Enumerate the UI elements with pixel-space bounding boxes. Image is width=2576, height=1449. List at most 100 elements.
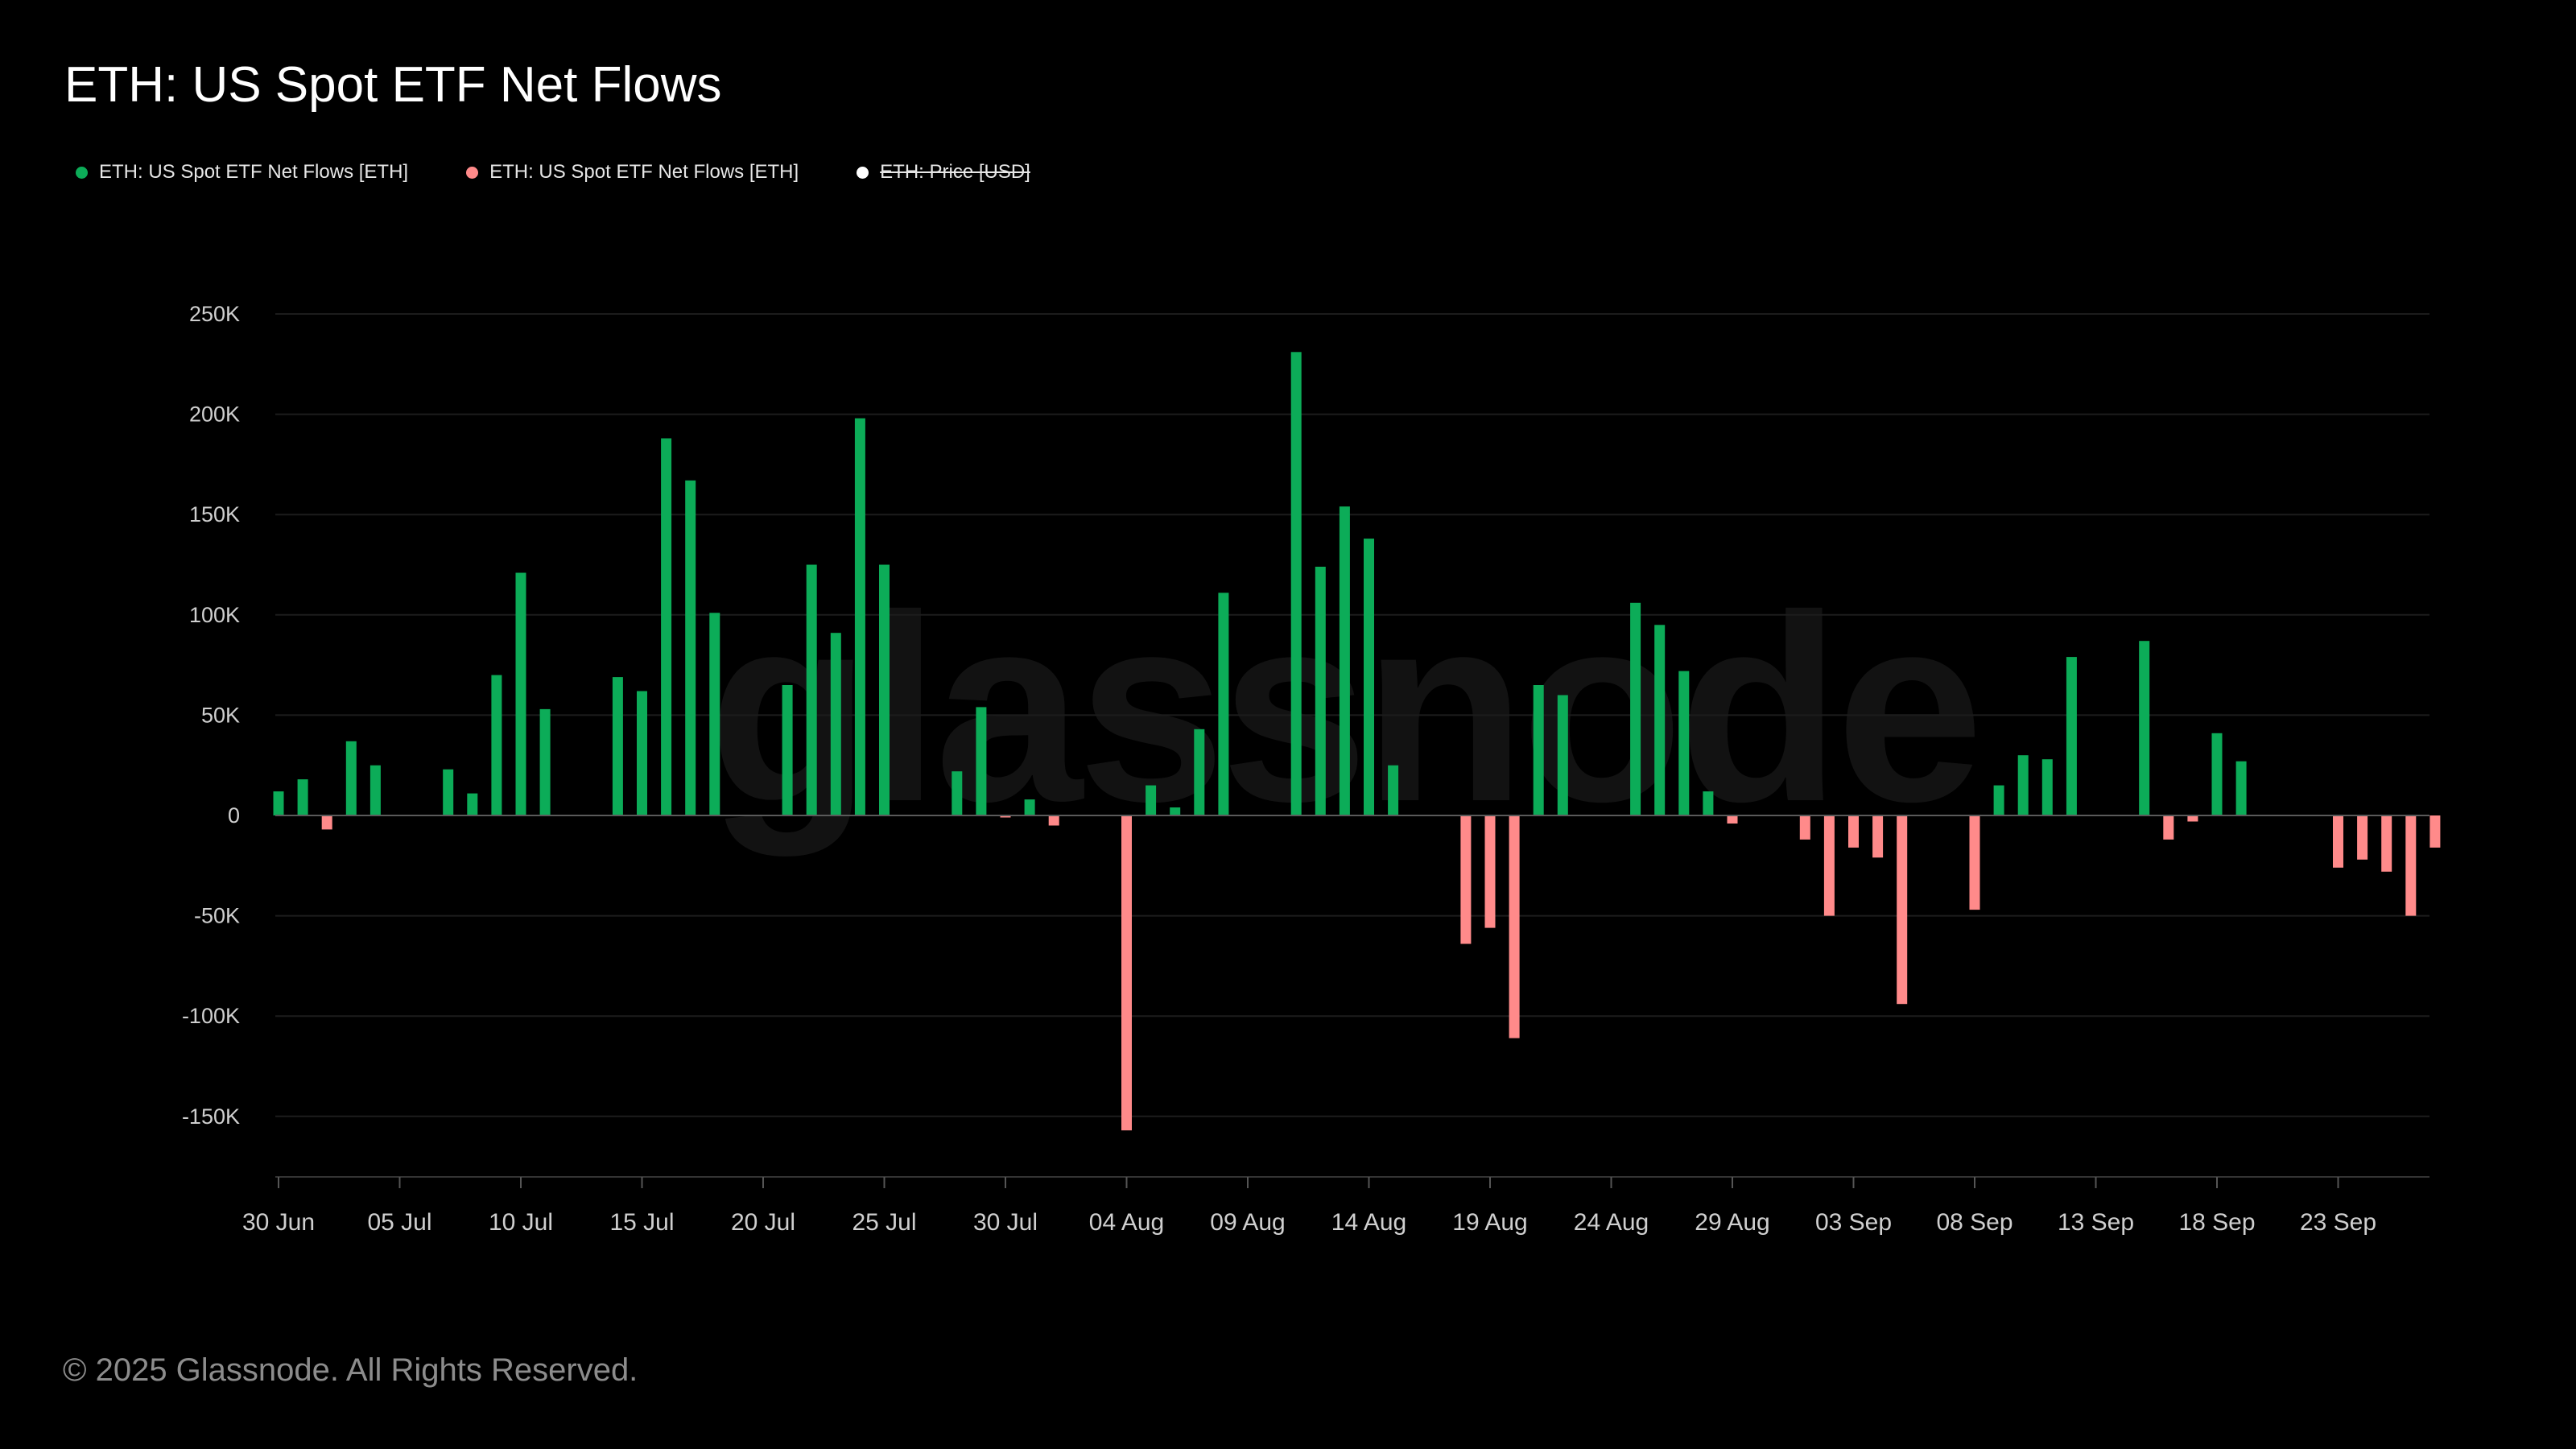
- x-tick-label: 10 Jul: [489, 1209, 553, 1236]
- inflow-bar: [2139, 641, 2150, 815]
- inflow-bar: [515, 572, 526, 815]
- outflow-bar: [1121, 815, 1132, 1131]
- legend-dot-green-icon: [76, 166, 88, 179]
- inflow-bar: [2041, 759, 2053, 815]
- inflow-bar: [1315, 567, 1326, 815]
- inflow-bar: [297, 779, 308, 815]
- outflow-bar: [1897, 815, 1908, 1005]
- inflow-bar: [782, 685, 793, 815]
- outflow-bar: [1872, 815, 1884, 858]
- inflow-bar: [345, 741, 357, 815]
- x-tick-label: 30 Jun: [242, 1209, 315, 1236]
- inflow-bar: [1339, 506, 1350, 815]
- outflow-bar: [2429, 815, 2441, 848]
- outflow-bar: [1484, 815, 1496, 928]
- inflow-bar: [1218, 592, 1229, 815]
- inflow-bar: [273, 791, 284, 815]
- x-tick-label: 23 Sep: [2300, 1209, 2376, 1236]
- inflow-bar: [1024, 799, 1035, 815]
- x-tick-label: 13 Sep: [2058, 1209, 2134, 1236]
- inflow-bar: [1364, 539, 1374, 815]
- inflow-bar: [1557, 695, 1568, 815]
- x-tick-label: 14 Aug: [1331, 1209, 1406, 1236]
- legend-item-outflows[interactable]: ETH: US Spot ETF Net Flows [ETH]: [466, 161, 799, 184]
- inflow-bar: [2211, 733, 2223, 815]
- inflow-bar: [2235, 761, 2247, 815]
- inflow-bar: [1533, 685, 1544, 815]
- inflow-bar: [854, 418, 865, 815]
- grid-lines: [275, 313, 2429, 1117]
- inflow-bar: [1703, 791, 1714, 815]
- y-tick-label: -50K: [194, 904, 240, 928]
- inflow-bar: [443, 769, 454, 815]
- inflow-bar: [637, 691, 647, 815]
- outflow-bar: [2357, 815, 2368, 860]
- inflow-bar: [539, 708, 551, 815]
- legend-label: ETH: US Spot ETF Net Flows [ETH]: [489, 161, 799, 183]
- copyright-footer: © 2025 Glassnode. All Rights Reserved.: [63, 1352, 638, 1388]
- outflow-bar: [2187, 815, 2198, 822]
- inflow-bar: [685, 480, 696, 815]
- y-tick-label: 0: [228, 803, 240, 828]
- y-tick-label: 50K: [201, 703, 240, 727]
- outflow-bar: [1727, 815, 1738, 824]
- inflow-bar: [1630, 602, 1641, 815]
- chart-title: ETH: US Spot ETF Net Flows: [64, 57, 722, 113]
- legend-item-inflows[interactable]: ETH: US Spot ETF Net Flows [ETH]: [76, 161, 408, 184]
- inflow-bar: [1388, 765, 1399, 815]
- x-tick-label: 18 Sep: [2178, 1209, 2255, 1236]
- y-tick-label: 250K: [189, 302, 240, 326]
- legend-label: ETH: Price [USD]: [880, 161, 1030, 183]
- x-tick-label: 05 Jul: [367, 1209, 431, 1236]
- y-tick-label: 100K: [189, 603, 240, 627]
- x-tick-label: 30 Jul: [973, 1209, 1038, 1236]
- y-tick-label: 150K: [189, 502, 240, 526]
- outflow-bar: [2333, 815, 2343, 868]
- outflow-bar: [1969, 815, 1980, 910]
- y-axis: 250K 200K 150K 100K 50K 0 -50K -100K -150K: [182, 302, 240, 1129]
- outflow-bar: [1848, 815, 1859, 848]
- y-tick-label: -150K: [182, 1104, 240, 1129]
- inflow-bar: [1170, 807, 1181, 815]
- x-tick-label: 25 Jul: [852, 1209, 916, 1236]
- legend-dot-white-icon: [857, 166, 869, 179]
- legend-dot-red-icon: [466, 166, 479, 179]
- inflow-bar: [2066, 657, 2077, 815]
- inflow-bar: [1654, 625, 1666, 815]
- y-tick-label: 200K: [189, 402, 240, 427]
- chart-legend: ETH: US Spot ETF Net Flows [ETH] ETH: US…: [76, 161, 1088, 184]
- inflow-bar: [1194, 729, 1205, 815]
- x-tick-label: 04 Aug: [1089, 1209, 1164, 1236]
- inflow-bar: [709, 613, 720, 815]
- inflow-bar: [369, 765, 381, 815]
- outflow-bar: [1048, 815, 1059, 826]
- inflow-bar: [1678, 671, 1690, 815]
- x-tick-label: 20 Jul: [731, 1209, 795, 1236]
- outflow-bar: [1509, 815, 1520, 1038]
- outflow-bar: [321, 815, 332, 830]
- outflow-bar: [2381, 815, 2392, 872]
- inflow-bar: [879, 564, 890, 815]
- x-tick-label: 24 Aug: [1574, 1209, 1649, 1236]
- outflow-bar: [1799, 815, 1810, 840]
- inflow-bar: [830, 633, 841, 815]
- x-axis: 30 Jun 05 Jul 10 Jul 15 Jul 20 Jul 25 Jul 30 J…: [242, 1176, 2429, 1236]
- y-tick-label: -100K: [182, 1004, 240, 1028]
- inflow-bar: [976, 707, 987, 815]
- inflow-bar: [806, 564, 817, 815]
- inflow-bar: [1993, 785, 2004, 815]
- inflow-bar: [1290, 352, 1302, 815]
- outflow-bar: [1823, 815, 1835, 916]
- x-tick-label: 09 Aug: [1210, 1209, 1285, 1236]
- legend-item-price[interactable]: ETH: Price [USD]: [857, 161, 1030, 184]
- inflow-bar: [2017, 755, 2029, 815]
- outflow-bar: [1460, 815, 1472, 944]
- bars: [273, 352, 2441, 1131]
- outflow-bar: [2163, 815, 2174, 840]
- x-tick-label: 19 Aug: [1452, 1209, 1527, 1236]
- x-tick-label: 15 Jul: [609, 1209, 674, 1236]
- inflow-bar: [491, 675, 502, 815]
- inflow-bar: [1146, 785, 1157, 815]
- x-tick-label: 03 Sep: [1815, 1209, 1892, 1236]
